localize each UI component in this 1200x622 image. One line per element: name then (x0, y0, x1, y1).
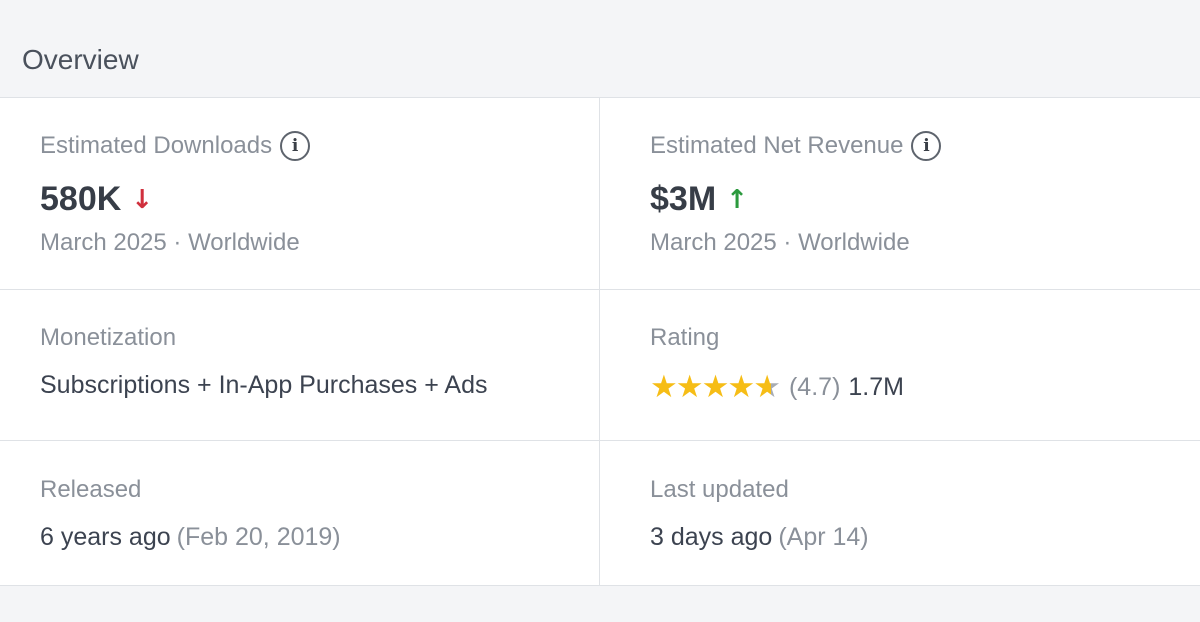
rating-label: Rating (650, 324, 720, 351)
rating-score: (4.7) (788, 373, 841, 401)
column-divider (599, 98, 600, 585)
revenue-period: March 2025 · Worldwide (650, 229, 910, 256)
revenue-label-text: Estimated Net Revenue (650, 132, 904, 159)
downloads-period: March 2025 · Worldwide (40, 229, 300, 256)
updated-relative: 3 days ago (650, 523, 773, 551)
arrow-down-icon: ↓ (131, 184, 154, 215)
star-icon: ★ (650, 369, 678, 405)
star-icon: ★ (701, 369, 730, 405)
overview-panel: Estimated Downloads i 580K ↓ March 2025 … (0, 98, 1200, 586)
overview-header: Overview (0, 0, 1200, 98)
page-title: Overview (22, 44, 139, 75)
monetization-value: Subscriptions + In-App Purchases + Ads (40, 371, 488, 399)
released-value: 6 years ago (Feb 20, 2019) (40, 523, 341, 552)
downloads-label-text: Estimated Downloads (40, 132, 273, 159)
updated-value: 3 days ago (Apr 14) (650, 523, 869, 552)
downloads-label: Estimated Downloads i (40, 131, 311, 161)
info-icon[interactable]: i (280, 131, 311, 161)
rating-count: 1.7M (848, 373, 904, 401)
row-divider (0, 440, 1200, 441)
star-icon: ★ (675, 369, 704, 405)
arrow-up-icon: ↑ (726, 184, 748, 215)
star-icon: ★ (753, 369, 781, 405)
released-date: (Feb 20, 2019) (176, 523, 341, 551)
downloads-value: 580K ↓ (40, 180, 153, 219)
released-label: Released (40, 476, 142, 503)
revenue-label: Estimated Net Revenue i (650, 131, 942, 161)
downloads-value-text: 580K (40, 180, 122, 218)
rating-stars: ★ ★ ★ ★ ★ (650, 369, 781, 405)
released-relative: 6 years ago (40, 523, 171, 551)
info-icon[interactable]: i (911, 131, 942, 161)
row-divider (0, 289, 1200, 290)
star-icon: ★ (727, 369, 755, 405)
monetization-label: Monetization (40, 324, 177, 351)
updated-date: (Apr 14) (778, 523, 869, 551)
updated-label: Last updated (650, 476, 789, 503)
revenue-value: $3M ↑ (650, 180, 748, 219)
revenue-value-text: $3M (650, 180, 717, 218)
rating-value: ★ ★ ★ ★ ★ (4.7) 1.7M (650, 372, 904, 403)
